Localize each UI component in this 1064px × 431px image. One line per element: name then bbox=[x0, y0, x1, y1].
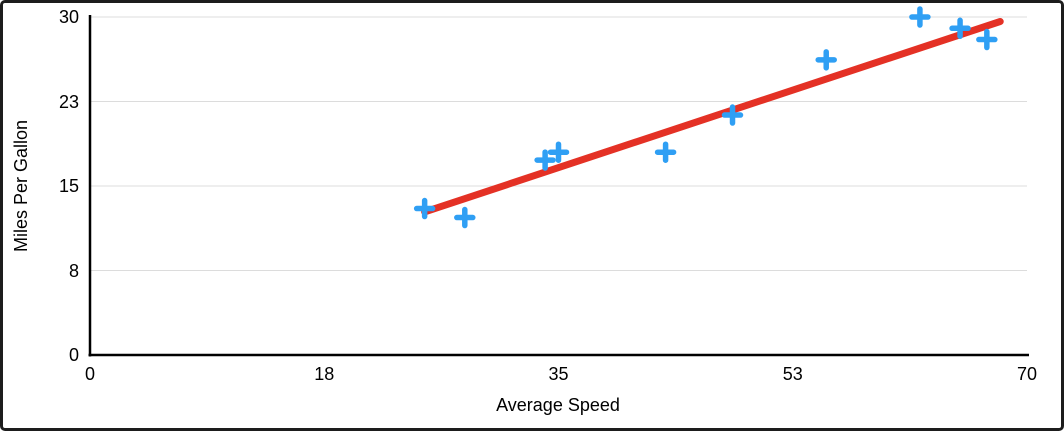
data-point-marker bbox=[534, 149, 556, 171]
data-point-marker bbox=[721, 104, 744, 126]
data-point-marker bbox=[654, 141, 677, 163]
x-axis-title: Average Speed bbox=[496, 395, 620, 415]
data-point-marker bbox=[909, 6, 931, 28]
data-point-marker bbox=[413, 197, 436, 220]
data-point-marker bbox=[815, 49, 837, 71]
data-point-marker bbox=[454, 206, 476, 229]
trendline bbox=[421, 18, 1004, 216]
data-point-marker bbox=[547, 141, 570, 163]
data-point-marker bbox=[949, 17, 971, 40]
y-axis-title: Miles Per Gallon bbox=[11, 119, 31, 253]
data-point-marker bbox=[976, 28, 998, 51]
